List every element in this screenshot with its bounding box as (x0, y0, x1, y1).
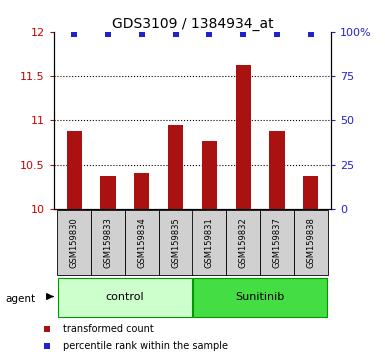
Text: transformed count: transformed count (63, 324, 154, 333)
Bar (294, 210, 328, 275)
Bar (125, 210, 159, 275)
Text: GSM159833: GSM159833 (104, 217, 112, 268)
Bar (168, 125, 183, 209)
Bar (57, 278, 192, 317)
Text: percentile rank within the sample: percentile rank within the sample (63, 341, 228, 351)
Bar (260, 210, 294, 275)
Text: agent: agent (6, 294, 36, 304)
Text: GSM159838: GSM159838 (306, 217, 315, 268)
Bar (67, 131, 82, 209)
Text: control: control (105, 291, 144, 302)
Text: GSM159831: GSM159831 (205, 217, 214, 268)
Bar (91, 210, 125, 275)
Bar (57, 210, 91, 275)
Bar (193, 278, 328, 317)
Text: GSM159837: GSM159837 (273, 217, 281, 268)
Bar (202, 141, 217, 209)
Bar (226, 210, 260, 275)
Text: GSM159834: GSM159834 (137, 217, 146, 268)
Bar (303, 176, 318, 209)
Title: GDS3109 / 1384934_at: GDS3109 / 1384934_at (112, 17, 273, 31)
Bar (134, 173, 149, 209)
Text: GSM159835: GSM159835 (171, 217, 180, 268)
Bar (192, 210, 226, 275)
Text: Sunitinib: Sunitinib (236, 291, 285, 302)
Text: GSM159830: GSM159830 (70, 217, 79, 268)
Bar (100, 176, 115, 209)
Bar (236, 65, 251, 209)
Text: GSM159832: GSM159832 (239, 217, 248, 268)
Bar (159, 210, 192, 275)
Bar (270, 131, 285, 209)
